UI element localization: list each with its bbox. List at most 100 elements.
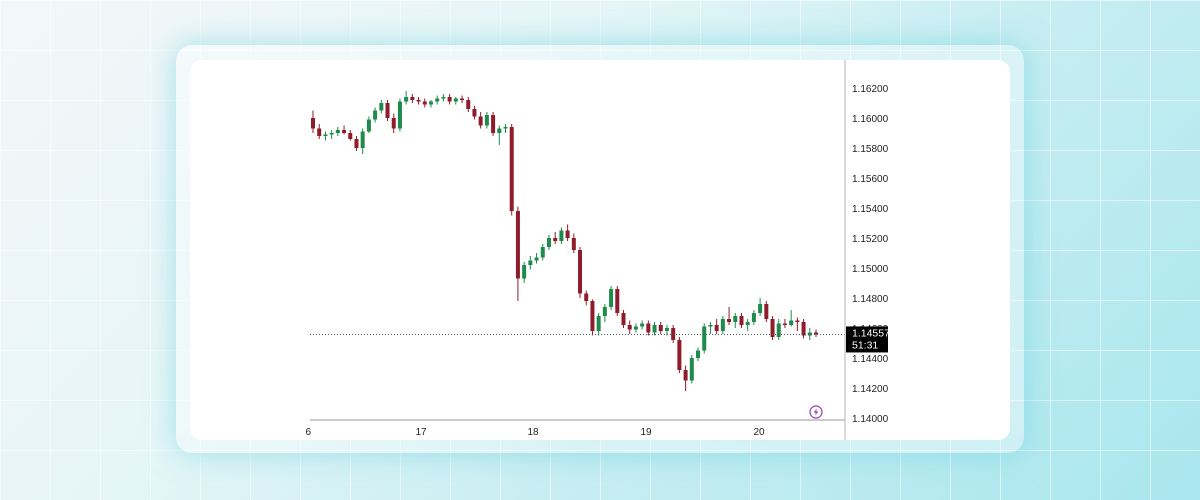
candle-body [397, 101, 402, 129]
candle [453, 97, 458, 105]
candle [776, 319, 781, 340]
candle [317, 124, 322, 139]
candle-body [348, 133, 353, 139]
candle-body [714, 325, 719, 331]
candle-body [435, 98, 440, 102]
candle-body [745, 322, 750, 325]
candle-body [664, 328, 669, 331]
candle-body [602, 307, 607, 316]
y-axis-ticks: 1.16200 1.16000 1.15800 1.15600 1.15400 1.152… [852, 84, 889, 425]
candle-body [633, 326, 638, 330]
candle-body [323, 134, 328, 136]
candle [534, 253, 539, 264]
candle [795, 317, 800, 331]
candle-body [534, 257, 539, 261]
candle-body [696, 350, 701, 358]
candle-body [677, 340, 682, 370]
candle-body [795, 320, 800, 322]
candle-body [342, 130, 347, 133]
candle-body [789, 320, 794, 325]
candle-body [646, 323, 651, 333]
candle-body [497, 128, 502, 133]
candle-body [801, 322, 806, 336]
x-tick-label: 19 [640, 427, 652, 438]
candle-body [360, 131, 365, 148]
candle-body [391, 118, 396, 129]
candle [584, 290, 589, 306]
candle [708, 322, 713, 334]
candle [764, 301, 769, 322]
candle-body [410, 97, 415, 100]
candle [578, 247, 583, 298]
x-tick-label: 6 [305, 427, 311, 438]
candle-body [416, 100, 421, 102]
candle-body [422, 101, 427, 105]
candle [484, 112, 489, 129]
candlestick-chart[interactable]: 1.16200 1.16000 1.15800 1.15600 1.15400 1.152… [190, 60, 1010, 440]
x-tick-label: 20 [753, 427, 765, 438]
candle [596, 313, 601, 336]
candle [466, 97, 471, 112]
y-tick-label: 1.14200 [852, 384, 889, 395]
candle [609, 286, 614, 310]
candle [491, 112, 496, 136]
candle-body [702, 326, 707, 351]
candle-body [447, 97, 452, 102]
candle [658, 322, 663, 334]
candle [348, 130, 353, 141]
candle [615, 286, 620, 316]
candle-body [814, 332, 818, 335]
candle-body [727, 319, 732, 322]
candle [789, 310, 794, 327]
candle [366, 116, 371, 133]
candle [646, 320, 651, 336]
candle [335, 127, 340, 136]
candle-body [578, 250, 583, 294]
candle-body [478, 116, 483, 126]
y-tick-label: 1.14000 [852, 414, 889, 425]
candle-body [776, 323, 781, 337]
candle [397, 98, 402, 132]
candle-body [373, 110, 378, 120]
candle [807, 328, 812, 340]
lightning-icon[interactable] [809, 405, 823, 419]
candle [640, 320, 645, 330]
candle-body [335, 130, 340, 133]
candle [329, 130, 334, 139]
candle-body [311, 118, 315, 129]
candle-body [652, 325, 657, 333]
candle-body [553, 238, 558, 241]
countdown-label: 51:31 [852, 339, 878, 351]
candle-body [503, 127, 508, 129]
candle-body [689, 358, 694, 381]
candle [689, 355, 694, 384]
y-tick-label: 1.15000 [852, 264, 889, 275]
candle-body [782, 323, 787, 325]
candle [410, 94, 415, 103]
candle-body [751, 313, 756, 322]
candle [404, 91, 409, 105]
x-tick-label: 18 [527, 427, 539, 438]
candle-body [596, 316, 601, 331]
candle [714, 319, 719, 334]
candle [447, 94, 452, 105]
candle-body [584, 293, 589, 301]
candle [509, 124, 514, 216]
candles-layer [311, 91, 818, 391]
candle [696, 347, 701, 361]
y-tick-label: 1.15400 [852, 204, 889, 215]
y-tick-label: 1.15600 [852, 174, 889, 185]
candle [478, 112, 483, 129]
candle [416, 97, 421, 105]
candle [435, 95, 440, 105]
candle-body [379, 103, 384, 111]
y-tick-label: 1.14800 [852, 294, 889, 305]
candle-body [441, 97, 446, 99]
candle-body [609, 289, 614, 307]
candle [758, 298, 763, 316]
candle [664, 325, 669, 336]
price-tag-box [846, 326, 888, 353]
candle-body [708, 325, 713, 327]
candle-body [627, 325, 632, 330]
candle-body [640, 323, 645, 327]
